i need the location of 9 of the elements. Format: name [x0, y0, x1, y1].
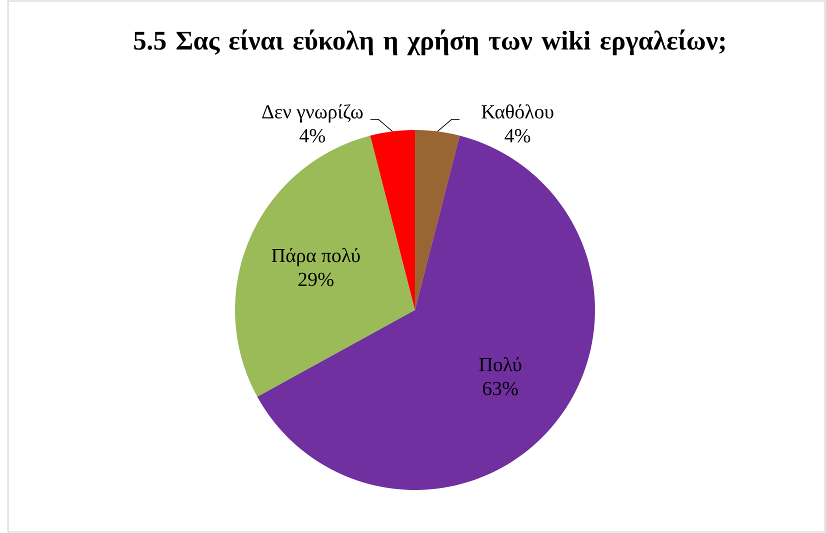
slice-label: Πάρα πολύ: [272, 248, 360, 266]
data-label: 63%: [482, 382, 518, 396]
data-label: 4%: [504, 129, 530, 143]
slice-label: Πολύ: [479, 357, 522, 372]
data-label: 4%: [300, 129, 326, 143]
slice-label: Δεν γνωρίζω: [262, 104, 363, 123]
chart-title: 5.5 Σας είναι εύκολη η χρήση των wiki εργαλείων;: [134, 30, 725, 56]
data-label: 29%: [298, 272, 334, 286]
slice-label: Καθόλου: [482, 104, 554, 119]
